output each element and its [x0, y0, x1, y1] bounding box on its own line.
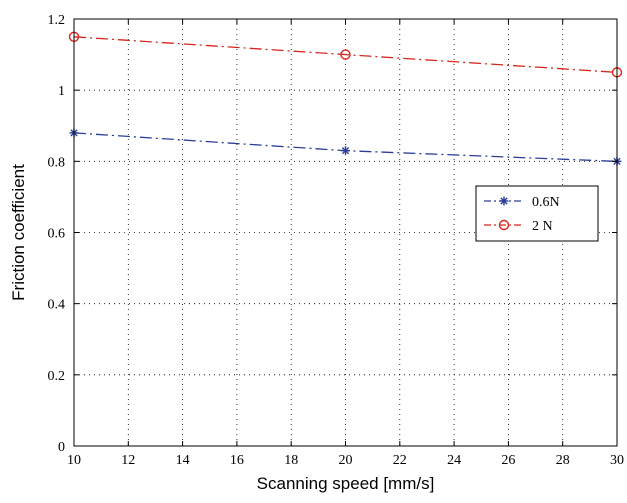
legend-label: 0.6N [532, 195, 560, 210]
x-axis-title: Scanning speed [mm/s] [257, 474, 435, 493]
y-tick-label: 1.2 [48, 13, 66, 28]
x-tick-label: 20 [339, 453, 353, 468]
x-tick-label: 18 [284, 453, 298, 468]
data-point-1 [340, 49, 351, 60]
x-tick-label: 22 [393, 453, 407, 468]
legend: 0.6N 2 N [475, 185, 599, 242]
y-tick-label: 0.4 [48, 298, 66, 313]
series-line-1 [73, 36, 618, 74]
x-tick-label: 12 [121, 453, 135, 468]
legend-marker-1 [498, 219, 510, 231]
ticks [73, 18, 618, 447]
y-tick-label: 0.2 [48, 369, 66, 384]
x-tick-label: 30 [610, 453, 624, 468]
tick-labels: 10 12 14 16 18 20 22 24 26 28 30 0 0.2 0.4 0.6 0.8 1 1.2 [48, 13, 625, 468]
legend-items: 0.6N 2 N [484, 195, 560, 234]
data-point-0 [341, 146, 350, 156]
y-tick-label: 0.6 [48, 227, 66, 242]
x-tick-label: 10 [67, 453, 81, 468]
legend-label: 2 N [532, 219, 553, 234]
y-tick-label: 0.8 [48, 155, 66, 170]
y-tick-label: 1 [58, 84, 65, 99]
x-tick-label: 24 [447, 453, 461, 468]
x-tick-label: 26 [501, 453, 515, 468]
legend-box [475, 185, 599, 242]
y-tick-label: 0 [58, 440, 65, 455]
y-axis-title: Friction coefficient [9, 164, 28, 301]
grid [74, 19, 617, 446]
x-tick-label: 28 [556, 453, 570, 468]
x-tick-label: 14 [176, 453, 190, 468]
x-tick-label: 16 [230, 453, 244, 468]
legend-marker-0 [499, 196, 509, 206]
